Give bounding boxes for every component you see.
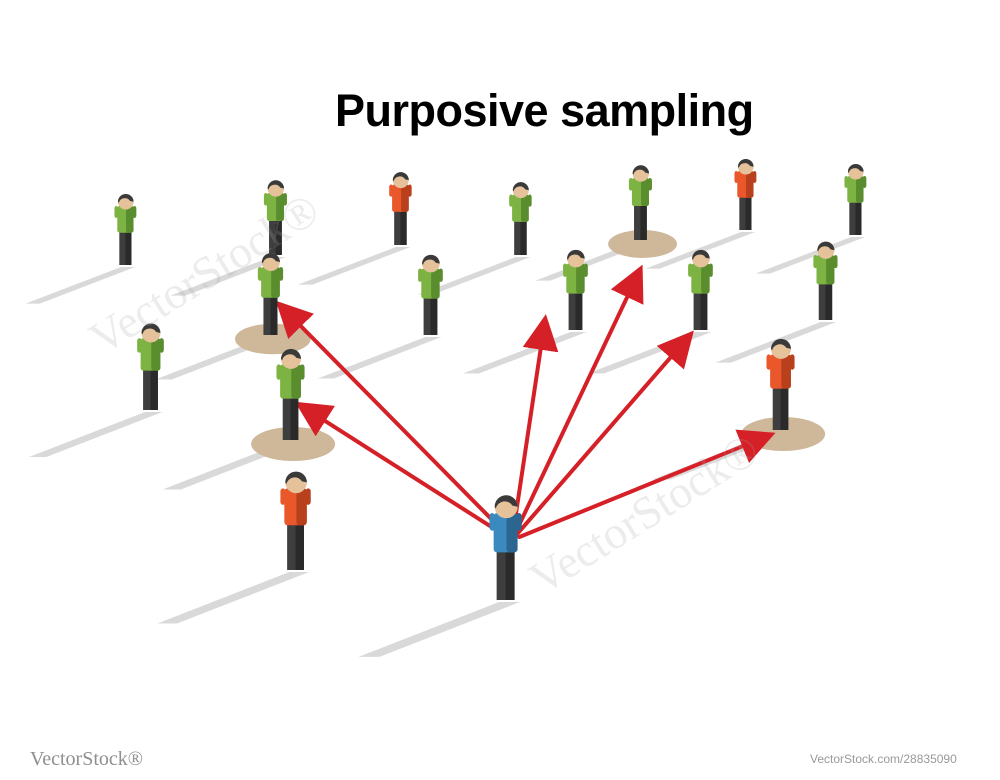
person-icon (114, 194, 136, 265)
person-shadow (358, 602, 519, 657)
selection-arrow-icon (284, 309, 506, 534)
person-icon (418, 255, 443, 335)
person-shadow (26, 267, 136, 304)
person-shadow (298, 247, 410, 285)
person-shadow (756, 237, 866, 274)
person-shadow (318, 337, 442, 379)
person-icon (509, 182, 531, 255)
person-icon (688, 250, 713, 330)
person-icon (137, 323, 164, 410)
person-shadow (157, 572, 309, 623)
person-icon (563, 250, 588, 330)
person-icon (766, 339, 794, 430)
person-icon (280, 472, 310, 570)
person-icon (276, 349, 304, 440)
person-icon (629, 165, 652, 240)
person-shadow (463, 332, 587, 374)
person-icon (389, 172, 411, 245)
person-shadow (29, 412, 162, 457)
selection-arrow-icon (305, 408, 505, 535)
diagram-title: Purposive sampling (335, 85, 754, 137)
person-icon (734, 159, 756, 230)
watermark-bottom-right: VectorStock.com/28835090 (810, 752, 957, 766)
person-icon (844, 164, 866, 235)
watermark-bottom-left: VectorStock® (30, 748, 143, 771)
person-icon (264, 180, 287, 255)
